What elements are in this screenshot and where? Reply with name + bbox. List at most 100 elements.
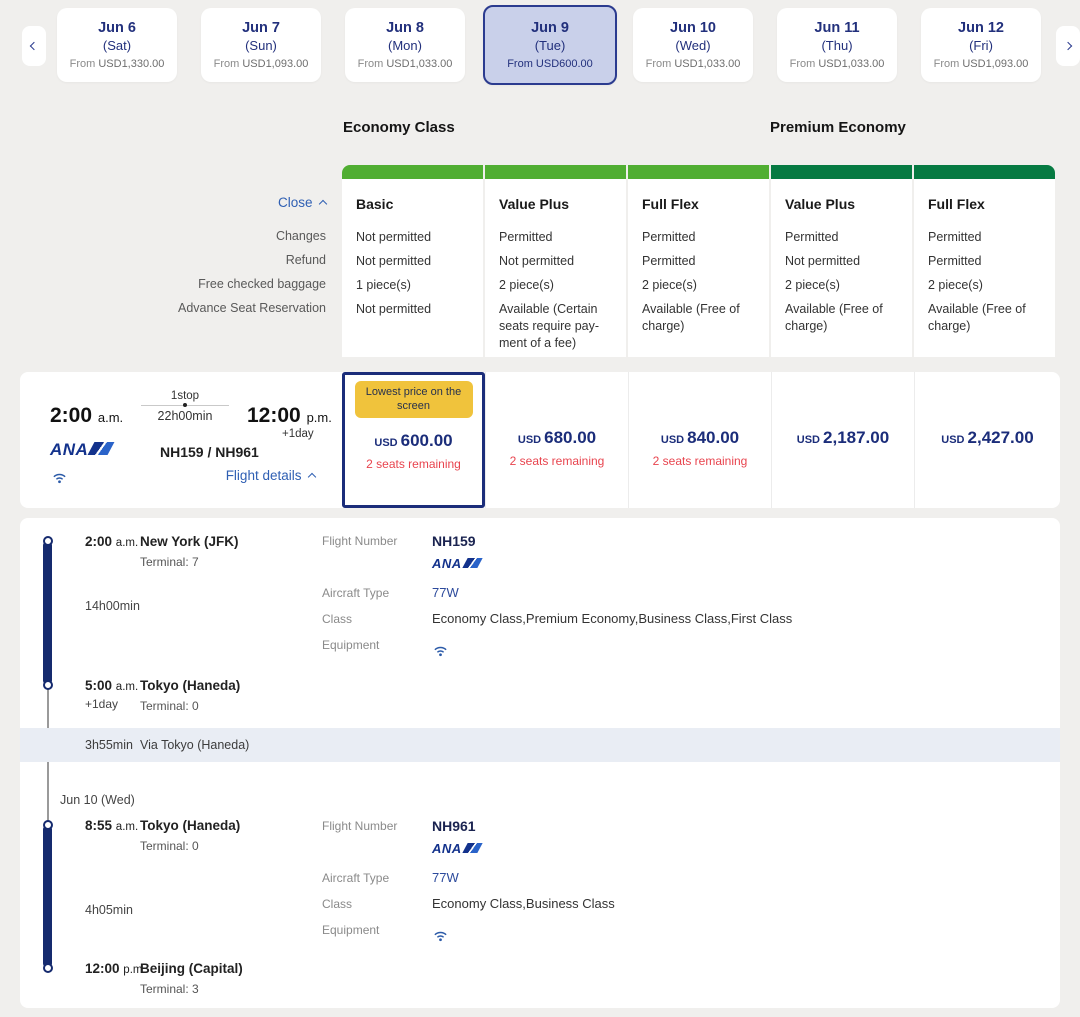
seats-remaining: 2 seats remaining — [366, 457, 461, 471]
seg1-arr-day-offset: +1day — [85, 697, 119, 711]
flight-details-panel: 2:00 a.m. New York (JFK) Terminal: 7 14h… — [20, 518, 1060, 1008]
cell-seat: Available (Free of charge) — [642, 302, 740, 333]
date-card-jun8[interactable]: Jun 8 (Mon) From USD1,033.00 — [345, 8, 465, 82]
ana-logo-mark-icon — [462, 558, 483, 568]
seg1-flight-number: NH159 — [432, 533, 476, 549]
cell-changes: Permitted — [928, 230, 982, 244]
cell-baggage: 2 piece(s) — [642, 278, 697, 292]
cell-seat: Available (Free of charge) — [785, 302, 883, 333]
date-label: Jun 8 — [386, 20, 424, 36]
date-card-jun6[interactable]: Jun 6 (Sat) From USD1,330.00 — [57, 8, 177, 82]
timeline-segment-2 — [43, 825, 52, 968]
wifi-icon — [434, 646, 447, 657]
stops-connector: 1stop 22h00min — [133, 390, 237, 423]
wifi-icon — [434, 931, 447, 942]
date-card-jun10[interactable]: Jun 10 (Wed) From USD1,033.00 — [633, 8, 753, 82]
timeline-dot-dep2 — [42, 820, 53, 830]
seg1-dep-terminal: Terminal: 7 — [140, 555, 199, 569]
ana-logo: ANA — [432, 556, 483, 571]
premium-color-bar — [914, 165, 1055, 179]
timeline-dot-dep1 — [42, 536, 53, 546]
class-label: Class — [322, 897, 353, 911]
cell-baggage: 2 piece(s) — [928, 278, 983, 292]
wifi-icon — [53, 473, 66, 484]
economy-color-bar — [628, 165, 769, 179]
seats-remaining: 2 seats remaining — [652, 454, 748, 468]
flight-numbers: NH159 / NH961 — [160, 444, 259, 460]
stop-dot-icon — [183, 403, 187, 407]
route-line — [141, 403, 229, 407]
seg1-aircraft-type: 77W — [432, 585, 459, 600]
date-label: Jun 9 — [531, 20, 569, 36]
economy-class-title: Economy Class — [343, 119, 455, 136]
date-label: Jun 10 — [670, 20, 716, 36]
class-label: Class — [322, 612, 353, 626]
cell-baggage: 2 piece(s) — [785, 278, 840, 292]
chevron-up-icon — [318, 199, 328, 209]
chevron-up-icon — [307, 472, 317, 482]
seg2-arr-city: Beijing (Capital) — [140, 961, 243, 976]
date-card-jun9-selected[interactable]: Jun 9 (Tue) From USD600.00 — [483, 5, 617, 85]
cell-refund: Permitted — [642, 254, 696, 268]
from-price: From USD1,033.00 — [645, 58, 741, 70]
price: USD 600.00 — [374, 431, 453, 450]
cell-seat: Available (Certain seats require pay­men… — [499, 302, 600, 350]
fare-price-full-flex[interactable]: USD 840.00 2 seats remaining — [628, 372, 771, 508]
date-card-jun11[interactable]: Jun 11 (Thu) From USD1,033.00 — [777, 8, 897, 82]
fare-price-basic-selected[interactable]: Lowest price on the screen USD 600.00 2 s… — [342, 372, 485, 508]
from-price: From USD1,330.00 — [69, 58, 165, 70]
seg1-duration: 14h00min — [85, 599, 140, 613]
from-price: From USD1,093.00 — [213, 58, 309, 70]
prev-dates-button[interactable] — [22, 26, 46, 66]
day-label: (Thu) — [821, 38, 853, 53]
total-duration: 22h00min — [157, 409, 213, 423]
aircraft-type-label: Aircraft Type — [322, 586, 390, 600]
flight-result-row: 2:00 a.m. 1stop 22h00min 12:00 p.m. +1da… — [20, 372, 1060, 508]
cell-refund: Permitted — [928, 254, 982, 268]
day-label: (Sun) — [245, 38, 277, 53]
date-card-jun12[interactable]: Jun 12 (Fri) From USD1,093.00 — [921, 8, 1041, 82]
day-label: (Tue) — [534, 38, 566, 53]
layover-band: 3h55min Via Tokyo (Haneda) — [20, 728, 1060, 762]
date-card-jun7[interactable]: Jun 7 (Sun) From USD1,093.00 — [201, 8, 321, 82]
cell-refund: Not permitted — [785, 254, 861, 268]
price: USD 2,427.00 — [941, 428, 1034, 447]
fare-name: Full Flex — [928, 196, 985, 212]
fare-name: Value Plus — [785, 196, 856, 212]
from-price: From USD1,093.00 — [933, 58, 1029, 70]
seg1-classes: Economy Class,Premium Economy,Business C… — [432, 611, 793, 626]
timeline-dot-arr2 — [42, 963, 53, 973]
cell-changes: Permitted — [785, 230, 839, 244]
chevron-left-icon — [29, 41, 39, 51]
fare-name: Full Flex — [642, 196, 699, 212]
equipment-label: Equipment — [322, 923, 380, 937]
fare-column-basic: Basic Not permitted Not permitted 1 piec… — [342, 165, 483, 357]
date-label: Jun 7 — [242, 20, 280, 36]
seg1-arr-time: 5:00 a.m. — [85, 678, 139, 693]
fare-price-value-plus[interactable]: USD 680.00 2 seats remaining — [485, 372, 628, 508]
seg2-aircraft-type: 77W — [432, 870, 459, 885]
aircraft-type-label: Aircraft Type — [322, 871, 390, 885]
close-fare-table-link[interactable]: Close — [0, 195, 328, 210]
price: USD 2,187.00 — [796, 428, 890, 447]
next-dates-button[interactable] — [1056, 26, 1080, 66]
seg2-arr-time: 12:00 p.m. — [85, 961, 146, 976]
economy-color-bar — [342, 165, 483, 179]
fare-price-pe-value-plus[interactable]: USD 2,187.00 — [771, 372, 914, 508]
flight-details-toggle[interactable]: Flight details — [226, 468, 317, 483]
cell-baggage: 1 piece(s) — [356, 278, 411, 292]
transit-date: Jun 10 (Wed) — [60, 793, 135, 807]
price: USD 680.00 — [517, 428, 597, 447]
layover-duration: 3h55min — [85, 738, 133, 752]
from-price: From USD1,033.00 — [357, 58, 453, 70]
fare-column-pe-value-plus: Value Plus Permitted Not permitted 2 pie… — [771, 165, 912, 357]
seg1-dep-city: New York (JFK) — [140, 534, 239, 549]
flight-number-label: Flight Number — [322, 819, 398, 833]
row-label-baggage: Free checked baggage — [198, 277, 326, 291]
row-label-changes: Changes — [275, 229, 326, 243]
fare-price-pe-full-flex[interactable]: USD 2,427.00 — [914, 372, 1060, 508]
date-label: Jun 11 — [814, 20, 860, 36]
seg1-dep-time: 2:00 a.m. — [85, 534, 139, 549]
timeline-dot-arr1 — [42, 680, 53, 690]
date-label: Jun 12 — [958, 20, 1004, 36]
